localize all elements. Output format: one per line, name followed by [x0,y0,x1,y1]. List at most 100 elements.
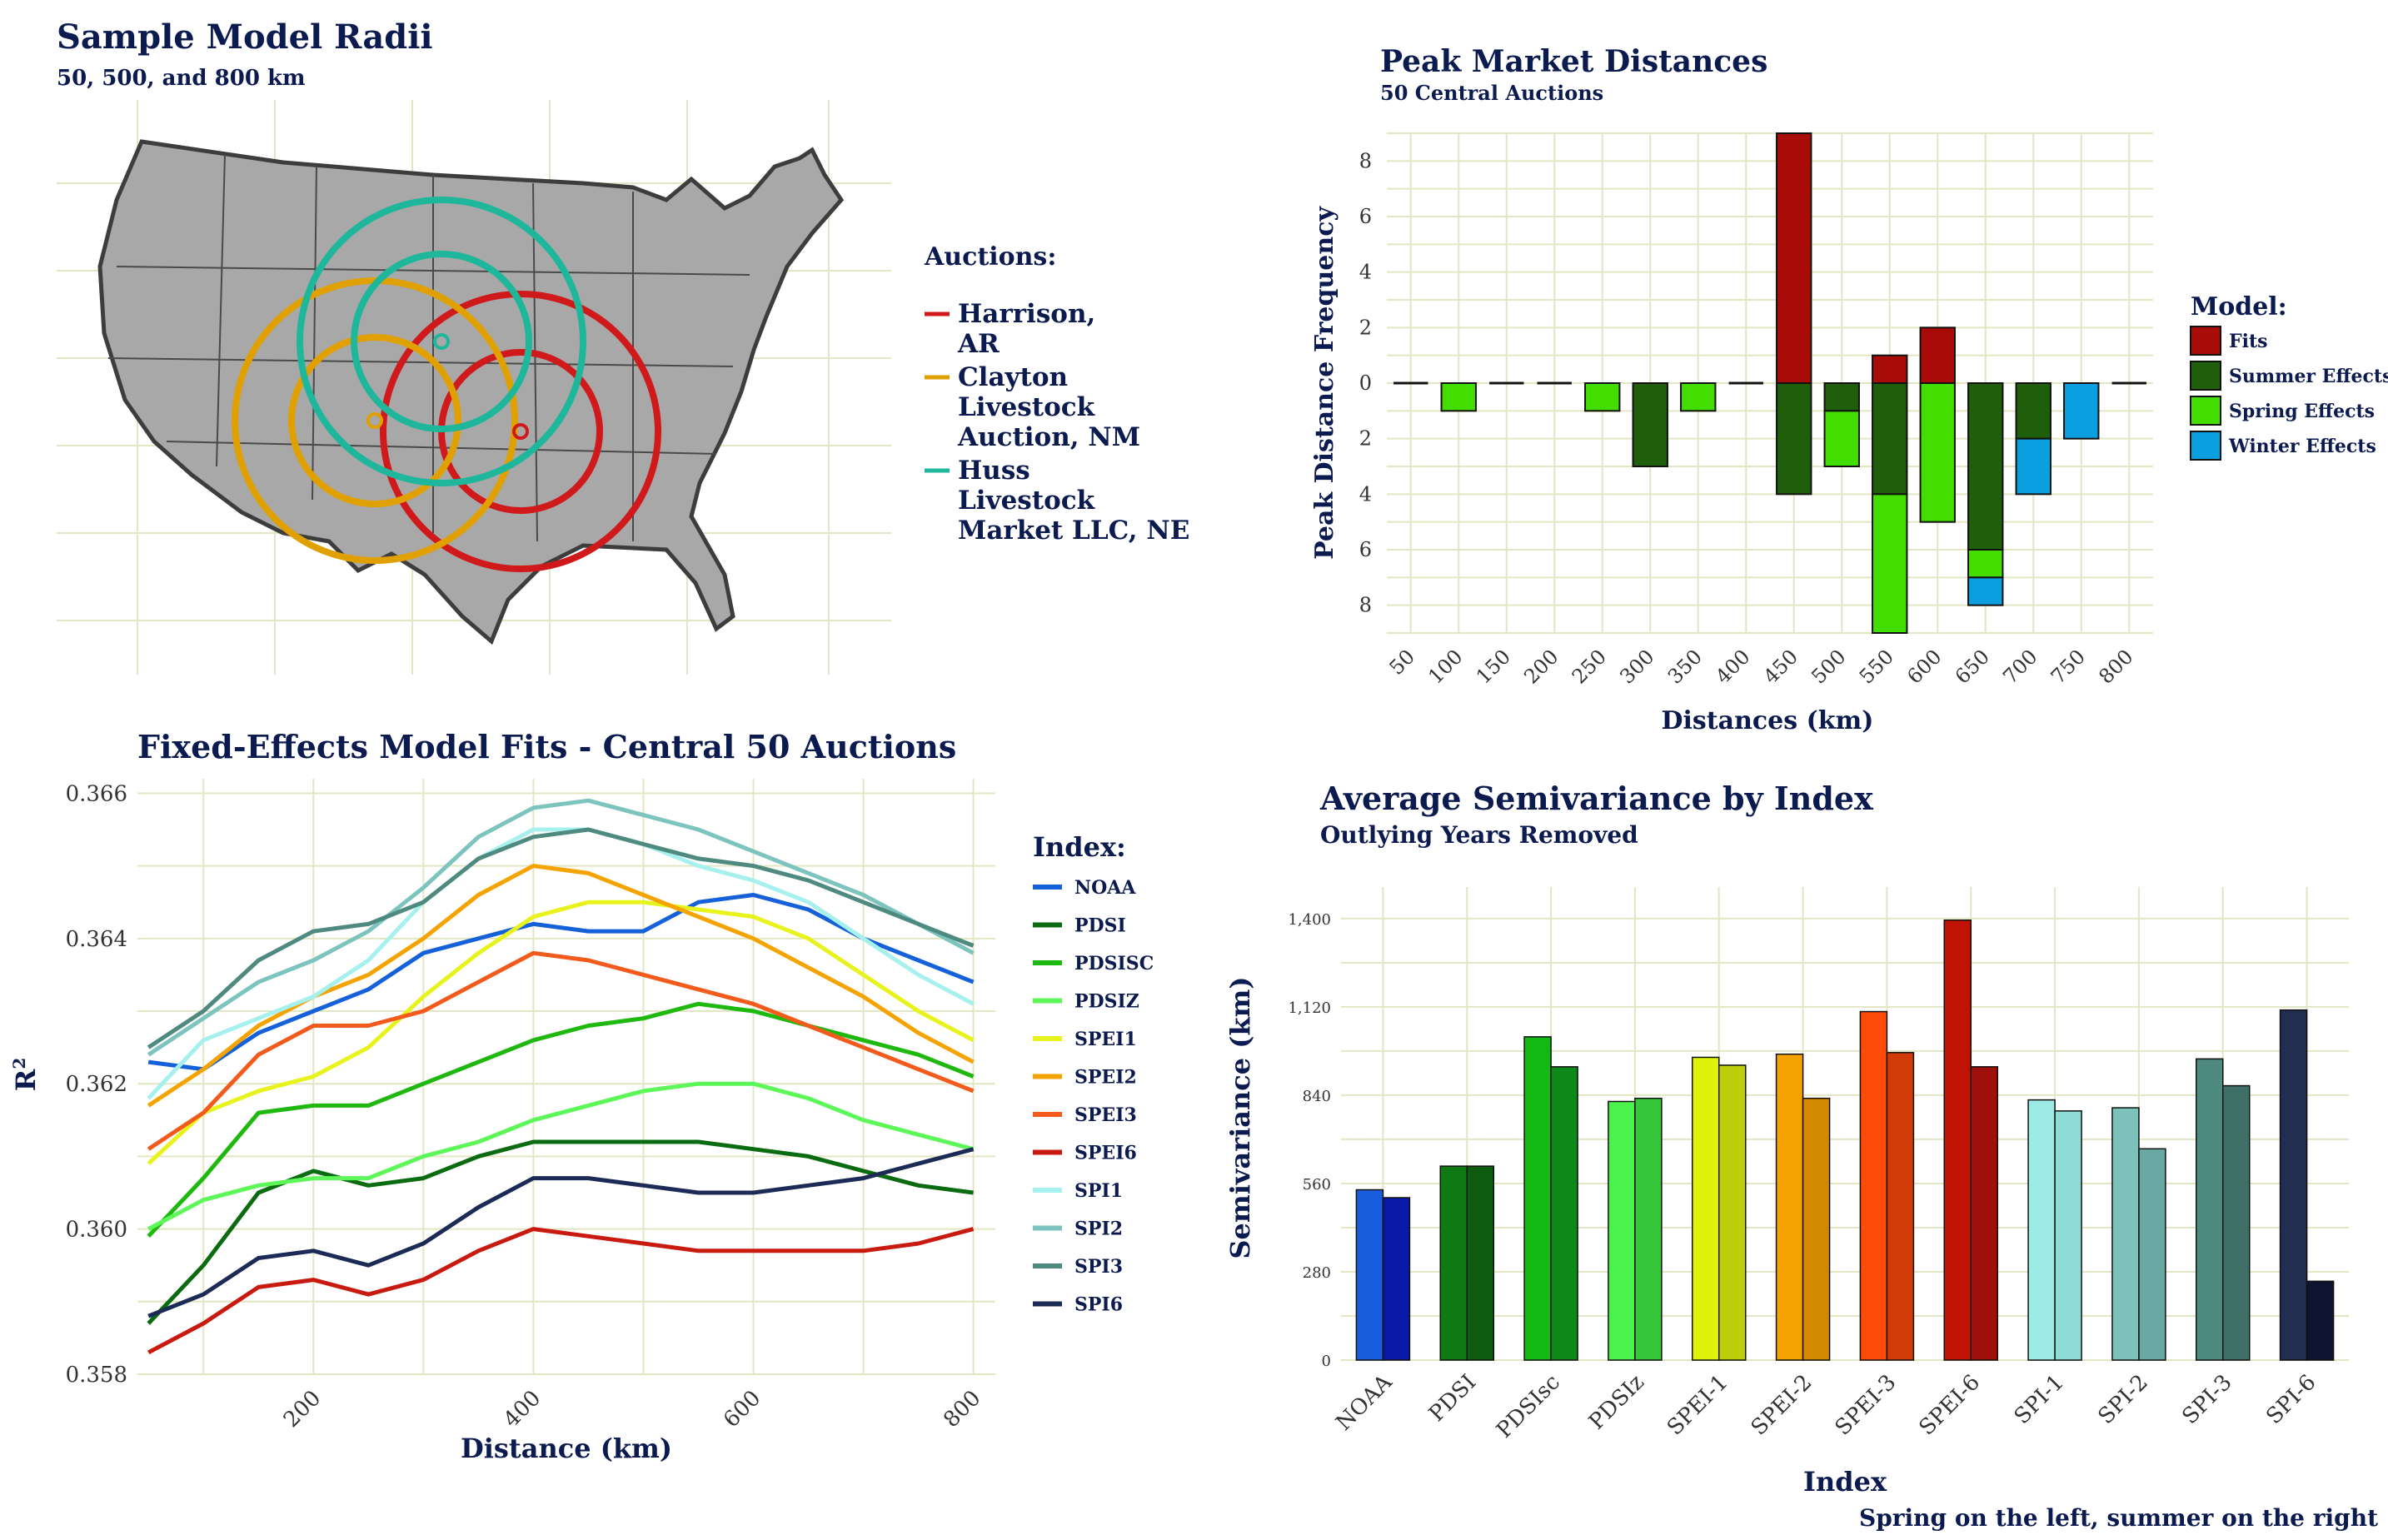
semi-bar-spring [2027,1099,2056,1361]
fits-axes: 0.358 0.360 0.362 0.364 0.366 200 400 600 800 [66,781,986,1433]
semi-chart: Average Semivariance by Index Outlying Y… [1224,780,2378,1532]
semi-xtick-label: SPEI-1 [1663,1370,1733,1441]
fits-line-spei1 [147,900,975,1165]
semi-xtick-label: SPI-6 [2261,1370,2321,1429]
peak-legend: Fits Summer Effects Spring Effects Winter E… [2190,326,2388,461]
peak-legend-label: Spring Effects [2229,401,2375,422]
semi-xtick-label: PDSIz [1584,1370,1649,1435]
semi-xtick-label: SPI-1 [2010,1370,2069,1429]
peak-legend-swatch [2190,326,2221,356]
semi-caption: Spring on the left, summer on the right [1859,1504,2378,1532]
fits-legend-label: SPEI1 [1074,1029,1137,1050]
peak-bar-spring-effects [1919,382,1956,523]
semi-xtick-label: SPEI-3 [1831,1370,1902,1441]
semi-bar-summer [1970,1066,1998,1361]
peak-bar-spring-effects [1440,382,1477,412]
fits-legend: NOAA PDSI PDSISC PDSIZ SPEI1 SPEI2 SPEI3 SPEI6 S… [1033,877,1154,1316]
fits-line-spi3 [147,827,975,1049]
peak-subtitle: 50 Central Auctions [1380,81,1603,105]
semi-bar-spring [2196,1058,2224,1361]
fits-legend-label: SPEI3 [1074,1104,1137,1126]
peak-xtick-label: 550 [1855,645,1898,688]
semi-bar-summer [1466,1165,1494,1361]
fits-xtick-label: 600 [719,1386,765,1433]
peak-xtick-label: 650 [1951,645,1994,688]
semi-xtick-label: SPI-3 [2177,1370,2236,1429]
fits-xtick-label: 400 [499,1386,546,1433]
fits-lines [147,798,975,1355]
fits-title: Fixed-Effects Model Fits - Central 50 Au… [137,728,956,765]
semi-bar-summer [2138,1148,2166,1361]
peak-bar-summer-effects [1872,382,1908,496]
peak-legend-label: Summer Effects [2229,366,2388,387]
semi-bar-spring [1859,1010,1888,1361]
fits-legend-label: PDSIZ [1074,991,1139,1013]
semi-ytick-label: 840 [1303,1088,1331,1105]
semi-xtick-label: PDSI [1424,1370,1481,1427]
semi-ytick-label: 1,400 [1288,911,1331,929]
peak-xlabel: Distances (km) [1661,706,1873,735]
peak-xtick-label: 100 [1423,645,1467,688]
peak-ytick-label: 4 [1359,261,1372,284]
peak-xtick-label: 450 [1759,645,1802,688]
peak-chart: Peak Market Distances 50 Central Auction… [1310,44,2388,735]
peak-xtick-label: 50 [1385,645,1419,679]
peak-ytick-label: 8 [1359,149,1372,172]
fits-ytick-label: 0.362 [66,1072,127,1097]
semi-bar-summer [1550,1066,1578,1361]
fits-legend-label: PDSISC [1074,953,1154,974]
peak-bar-spring-effects [1967,549,2004,579]
map-legend-label-0-1: AR [957,329,1000,359]
map-svg: Sample Model Radii 50, 500, and 800 km [57,17,1189,675]
fits-legend-label: SPEI6 [1074,1143,1137,1164]
peak-xtick-label: 750 [2047,645,2090,688]
fits-legend-label: SPI3 [1074,1256,1123,1278]
peak-legend-label: Winter Effects [2228,436,2376,457]
peak-xtick-label: 800 [2094,645,2137,688]
huss-radius-50 [433,333,450,350]
fits-ylabel: R2 [9,1058,42,1092]
huss-radius-500 [351,251,532,432]
semi-bar-summer [1718,1064,1747,1361]
semi-bar-spring [1439,1165,1468,1361]
semi-xtick-label: SPI-2 [2094,1370,2153,1429]
fits-ylabel-sup: 2 [9,1058,29,1069]
semi-bar-summer [1802,1097,1831,1361]
semi-bar-summer [2054,1110,2082,1361]
peak-bar-fits [1919,326,1956,385]
map-title: Sample Model Radii [57,17,433,57]
semi-bar-spring [1775,1053,1804,1361]
semi-xlabel: Index [1803,1466,1887,1498]
semi-title: Average Semivariance by Index [1319,780,1873,817]
fits-legend-label: SPI6 [1074,1294,1123,1316]
semi-ytick-label: 560 [1303,1176,1331,1194]
peak-bar-spring-effects [1823,410,1860,468]
peak-bar-summer-effects [1823,382,1860,412]
map-legend-label-1-2: Auction, NM [957,422,1140,452]
peak-ytick-label: 6 [1359,538,1372,561]
map-legend-label-0-0: Harrison, [958,299,1095,329]
semi-ylabel: Semivariance (km) [1224,976,1256,1258]
peak-ytick-label: 4 [1359,482,1372,506]
fits-legend-label: SPI2 [1074,1219,1123,1240]
semi-bar-summer [1886,1052,1915,1361]
peak-legend-title: Model: [2191,292,2287,321]
fits-legend-title: Index: [1033,831,1126,863]
map-legend-label-1-0: Clayton [958,362,1068,392]
semi-bar-spring [1355,1189,1384,1361]
peak-legend-swatch [2190,396,2221,426]
clayton-radius-50 [366,412,383,429]
semi-bar-spring [2111,1107,2140,1361]
peak-bar-summer-effects [1632,382,1668,467]
semi-ytick-label: 280 [1303,1264,1331,1282]
fits-ytick-label: 0.358 [66,1363,127,1388]
peak-legend-swatch [2190,361,2221,391]
peak-legend-label: Fits [2229,331,2268,352]
map-panel: Sample Model Radii 50, 500, and 800 km [0,0,1191,716]
fits-line-pdsiz [147,1081,975,1231]
map-legend-label-2-2: Market LLC, NE [958,516,1189,546]
fits-line-pdsisc [147,1001,975,1238]
map-legend-label-2-1: Livestock [958,486,1096,516]
usa-map-shape [97,139,845,645]
peak-ytick-label: 8 [1359,594,1372,617]
